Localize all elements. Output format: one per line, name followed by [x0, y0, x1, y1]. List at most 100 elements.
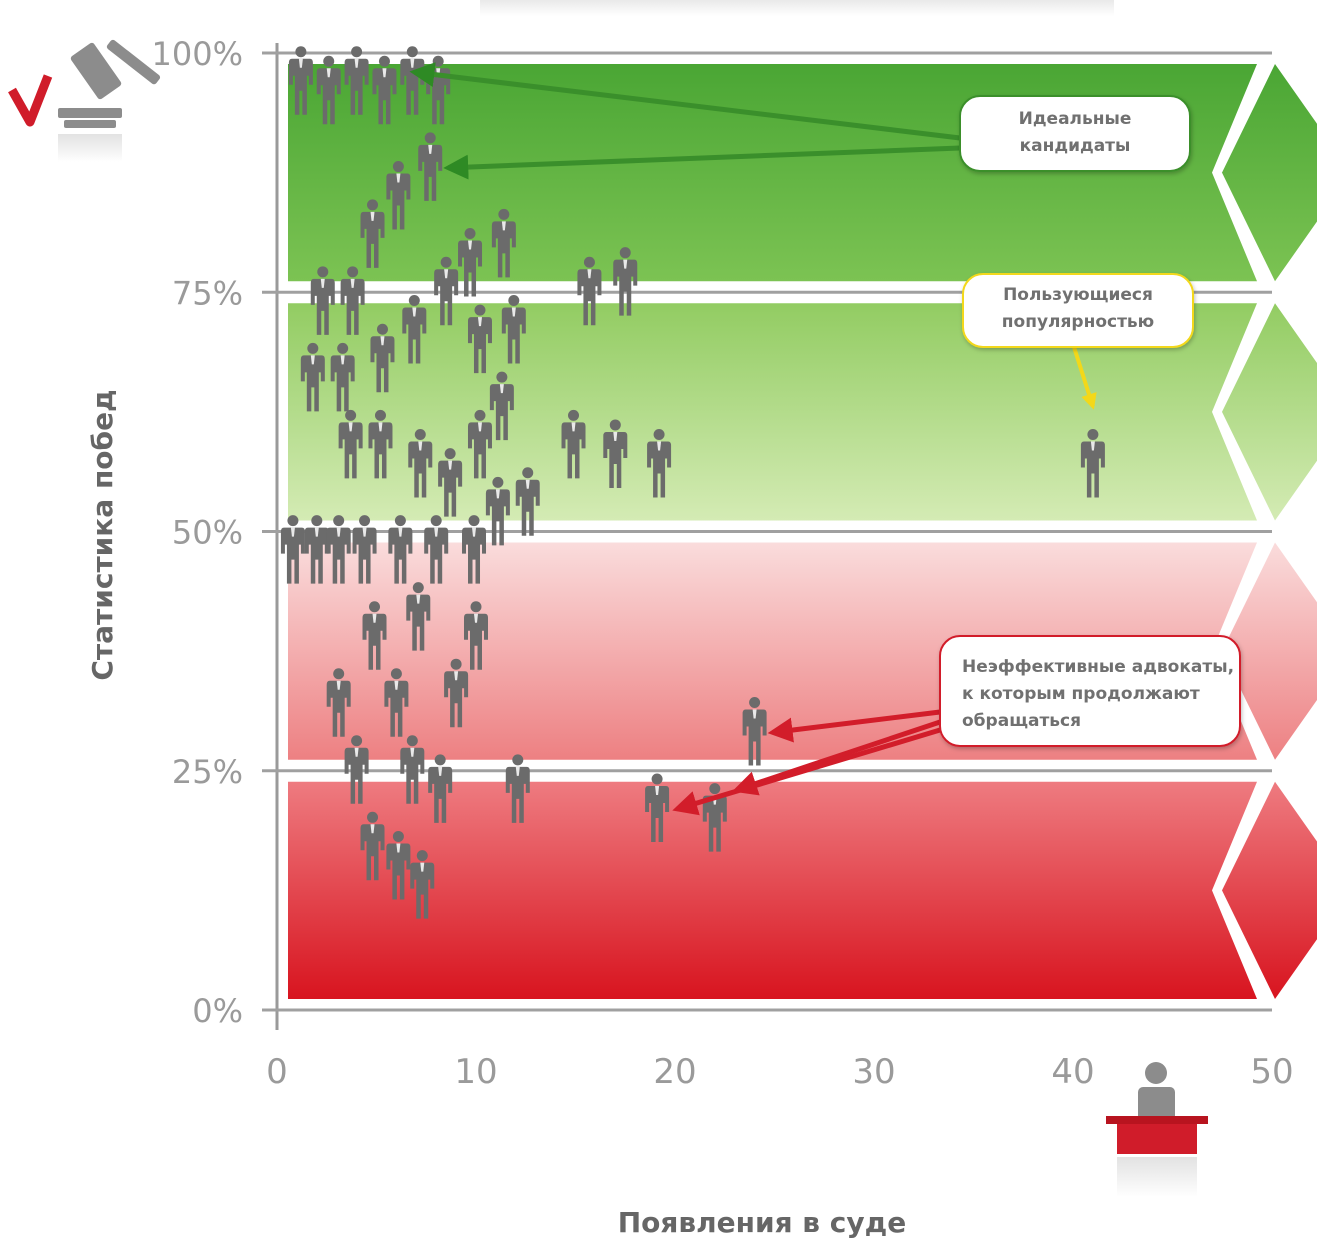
person-marker: [344, 735, 369, 804]
callout-3: Неэффективные адвокаты, к которым продолж…: [672, 635, 1241, 816]
y-tick-label: 100%: [152, 35, 243, 73]
person-marker: [428, 754, 453, 823]
person-marker: [386, 161, 411, 230]
y-tick-label: 0%: [192, 992, 243, 1030]
person-marker: [491, 208, 516, 278]
person-marker: [603, 419, 628, 488]
callouts: Идеальные кандидаты Пользующиеся популярнос…: [409, 62, 1241, 816]
person-marker: [410, 850, 435, 919]
person-marker: [505, 754, 530, 823]
x-tick-label: 0: [266, 1052, 288, 1092]
person-marker: [742, 696, 767, 766]
person-marker: [368, 409, 393, 479]
x-tick-label: 30: [852, 1052, 895, 1092]
callout-1: Идеальные кандидаты: [409, 62, 1191, 180]
person-marker: [304, 515, 329, 584]
callout-text-line: Идеальные: [1019, 109, 1132, 129]
person-marker: [467, 409, 492, 479]
person-marker: [501, 295, 526, 364]
person-marker: [489, 371, 514, 441]
person-marker: [362, 601, 387, 670]
band-chevron: [1222, 781, 1317, 999]
callout-box: [959, 95, 1191, 172]
person-marker: [577, 256, 602, 326]
person-marker: [316, 55, 341, 125]
callout-box: [939, 635, 1241, 747]
band-chevron: [1222, 542, 1317, 760]
y-tick-label: 75%: [172, 274, 243, 312]
person-marker: [444, 658, 469, 728]
person-marker: [344, 46, 369, 115]
callout-2: Пользующиеся популярностью: [962, 273, 1194, 410]
band-0-25: [288, 781, 1257, 999]
x-tick-label: 20: [653, 1052, 696, 1092]
person-marker: [386, 830, 411, 900]
person-marker: [280, 515, 305, 584]
person-marker: [372, 55, 397, 125]
x-axis-title: Появления в суде: [618, 1206, 906, 1239]
person-marker: [1080, 429, 1105, 498]
x-tick-label: 40: [1051, 1052, 1094, 1092]
person-marker: [360, 811, 385, 881]
person-marker: [402, 295, 427, 364]
person-marker: [338, 409, 363, 479]
top-fade-bar: [480, 0, 1114, 16]
callout-text-line: кандидаты: [1020, 136, 1131, 156]
callout-arrow: [767, 709, 941, 743]
person-marker: [515, 467, 540, 536]
person-marker: [418, 132, 443, 201]
callout-arrow: [1072, 346, 1097, 410]
person-marker: [326, 668, 351, 737]
person-marker: [384, 668, 409, 737]
callout-arrow: [672, 727, 941, 816]
person-marker: [645, 773, 670, 843]
callout-box: [962, 273, 1194, 348]
x-tick-label: 10: [454, 1052, 497, 1092]
person-marker: [330, 342, 355, 412]
person-marker: [300, 342, 325, 412]
person-marker: [462, 515, 487, 584]
x-tick-label: 50: [1250, 1052, 1293, 1092]
person-marker: [326, 515, 351, 584]
y-tick-label: 50%: [172, 514, 243, 552]
person-marker: [352, 515, 377, 584]
callout-text-line: Неэффективные адвокаты,: [962, 657, 1234, 677]
check-mark-icon: [8, 74, 53, 127]
y-axis-title: Статистика побед: [86, 389, 119, 680]
callout-text-line: популярностью: [1002, 312, 1154, 332]
person-marker: [424, 515, 449, 584]
callout-text-line: обращаться: [962, 711, 1081, 731]
y-tick-label: 25%: [172, 753, 243, 791]
person-marker: [406, 582, 431, 651]
data-points: [280, 46, 1105, 919]
person-marker: [561, 409, 586, 479]
band-chevron: [1222, 303, 1317, 521]
callout-arrow: [409, 62, 961, 141]
person-marker: [485, 476, 510, 546]
person-marker: [360, 199, 385, 268]
person-marker: [370, 323, 395, 393]
person-marker: [458, 228, 483, 297]
gavel-icon: [8, 39, 161, 162]
person-marker: [467, 304, 492, 374]
right-chevrons: [1222, 64, 1317, 999]
callout-arrow: [443, 145, 961, 180]
person-marker: [288, 46, 313, 115]
person-marker: [613, 247, 638, 316]
person-marker: [464, 601, 488, 670]
person-marker: [388, 515, 413, 584]
callout-text-line: к которым продолжают: [962, 684, 1200, 704]
person-marker: [434, 256, 459, 326]
person-marker: [702, 783, 727, 852]
person-marker: [400, 735, 425, 804]
person-marker: [340, 266, 365, 335]
person-marker: [408, 429, 433, 498]
band-50-75: [288, 303, 1257, 521]
person-marker: [438, 448, 463, 517]
band-chevron: [1222, 64, 1317, 282]
person-marker: [647, 429, 672, 498]
callout-text-line: Пользующиеся: [1003, 285, 1153, 305]
person-marker: [310, 266, 335, 335]
courtroom-podium-icon: [1106, 1062, 1208, 1197]
